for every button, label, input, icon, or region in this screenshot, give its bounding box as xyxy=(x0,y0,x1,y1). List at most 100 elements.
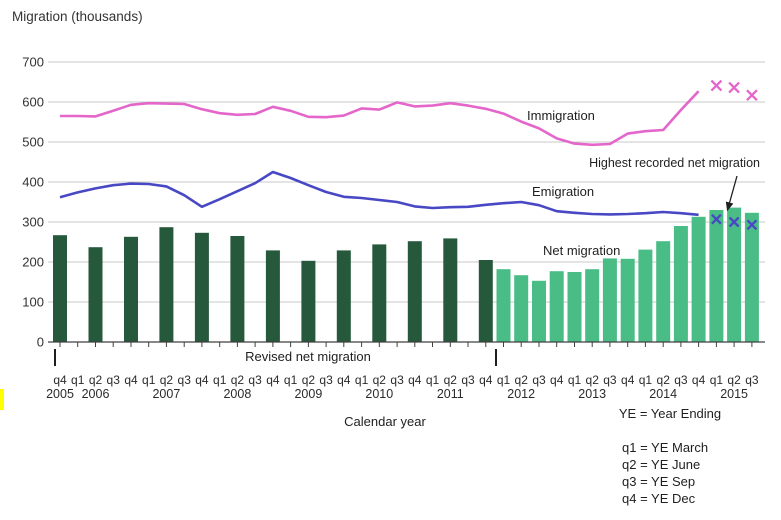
bar xyxy=(124,236,138,342)
immigration-series-label: Immigration xyxy=(527,108,595,123)
bar xyxy=(372,244,387,342)
quarter-label: q3 xyxy=(532,373,546,387)
bar xyxy=(194,232,209,342)
yellow-edge-artifact xyxy=(0,389,4,410)
annotation-arrow xyxy=(725,175,738,212)
x-marker xyxy=(746,89,758,102)
net-migration-series-label: Net migration xyxy=(543,243,621,258)
x-axis-title: Calendar year xyxy=(344,414,426,429)
quarter-label: q1 xyxy=(426,373,440,387)
quarter-label: q4 xyxy=(692,373,706,387)
quarter-label: q4 xyxy=(479,373,493,387)
quarter-label: q4 xyxy=(550,373,564,387)
chart-title: Migration (thousands) xyxy=(12,9,143,24)
bar xyxy=(691,216,706,342)
legend-q2: q2 = YE June xyxy=(622,457,701,472)
quarter-label: q2 xyxy=(160,373,174,387)
revised-section-end-marker xyxy=(495,349,497,366)
quarter-label: q4 xyxy=(195,373,209,387)
year-label: 2012 xyxy=(507,387,535,401)
bar xyxy=(301,260,316,342)
bar xyxy=(478,260,493,342)
y-tick-label: 300 xyxy=(22,215,44,230)
quarter-label: q3 xyxy=(603,373,617,387)
y-tick-label: 700 xyxy=(22,55,44,70)
quarter-label: q2 xyxy=(373,373,387,387)
quarter-label: q1 xyxy=(213,373,227,387)
bar xyxy=(673,226,688,342)
year-label: 2015 xyxy=(720,387,748,401)
quarter-label: q2 xyxy=(302,373,316,387)
quarter-label: q1 xyxy=(639,373,653,387)
x-marker xyxy=(710,79,723,92)
series-line xyxy=(59,170,699,217)
quarter-label: q2 xyxy=(727,373,741,387)
quarter-label: q1 xyxy=(710,373,724,387)
bar xyxy=(496,269,511,342)
x-marker xyxy=(728,81,740,94)
quarter-label: q4 xyxy=(124,373,138,387)
quarter-label: q3 xyxy=(461,373,475,387)
quarter-label: q2 xyxy=(657,373,671,387)
bar xyxy=(620,258,635,342)
bar xyxy=(407,241,422,342)
y-tick-label: 600 xyxy=(22,95,44,110)
quarter-label: q2 xyxy=(444,373,458,387)
bar xyxy=(336,250,351,342)
revised-net-migration-label: Revised net migration xyxy=(245,349,371,364)
bar xyxy=(443,238,458,342)
bar xyxy=(88,247,103,342)
bar xyxy=(514,275,529,342)
quarter-label: q2 xyxy=(89,373,103,387)
quarter-label: q4 xyxy=(53,373,67,387)
quarter-label: q2 xyxy=(515,373,529,387)
bar xyxy=(230,236,245,342)
quarter-label: q4 xyxy=(337,373,351,387)
year-label: 2011 xyxy=(437,387,464,401)
y-tick-label: 500 xyxy=(22,135,44,150)
emigration-series-label: Emigration xyxy=(532,184,595,199)
y-tick-label: 400 xyxy=(22,175,44,190)
x-marker xyxy=(746,219,758,231)
quarter-label: q3 xyxy=(107,373,121,387)
bar xyxy=(709,210,724,342)
bar xyxy=(159,227,174,342)
legend-q4: q4 = YE Dec xyxy=(622,491,696,506)
year-label: 2014 xyxy=(649,387,677,401)
quarter-label: q3 xyxy=(178,373,192,387)
year-label: 2009 xyxy=(294,387,322,401)
quarter-label: q3 xyxy=(745,373,759,387)
year-label: 2005 xyxy=(46,387,74,401)
highest-net-migration-annotation: Highest recorded net migration xyxy=(589,156,760,170)
quarter-label: q4 xyxy=(266,373,280,387)
bar xyxy=(567,272,582,342)
bar xyxy=(744,212,759,342)
quarter-label: q4 xyxy=(621,373,635,387)
bar xyxy=(549,271,564,342)
quarter-label: q2 xyxy=(231,373,245,387)
y-tick-label: 0 xyxy=(37,335,44,350)
bar xyxy=(532,280,546,342)
year-label: 2013 xyxy=(578,387,606,401)
quarter-label: q3 xyxy=(319,373,333,387)
x-marker xyxy=(728,216,740,228)
quarter-label: q1 xyxy=(355,373,369,387)
x-marker xyxy=(711,213,722,225)
year-label: 2006 xyxy=(82,387,110,401)
revised-section-start-marker xyxy=(54,349,56,366)
quarter-label: q1 xyxy=(497,373,511,387)
quarter-label: q4 xyxy=(408,373,422,387)
year-label: 2008 xyxy=(223,387,251,401)
legend-q3: q3 = YE Sep xyxy=(622,474,696,489)
y-tick-label: 100 xyxy=(22,295,44,310)
bar xyxy=(638,249,653,342)
series-line xyxy=(60,90,700,147)
bar xyxy=(602,258,617,342)
quarter-label: q1 xyxy=(284,373,298,387)
legend-q1: q1 = YE March xyxy=(622,440,709,455)
bar xyxy=(656,241,671,342)
bar xyxy=(265,250,280,342)
legend-year-ending: YE = Year Ending xyxy=(618,406,722,421)
bar xyxy=(727,207,742,342)
quarter-label: q1 xyxy=(71,373,85,387)
